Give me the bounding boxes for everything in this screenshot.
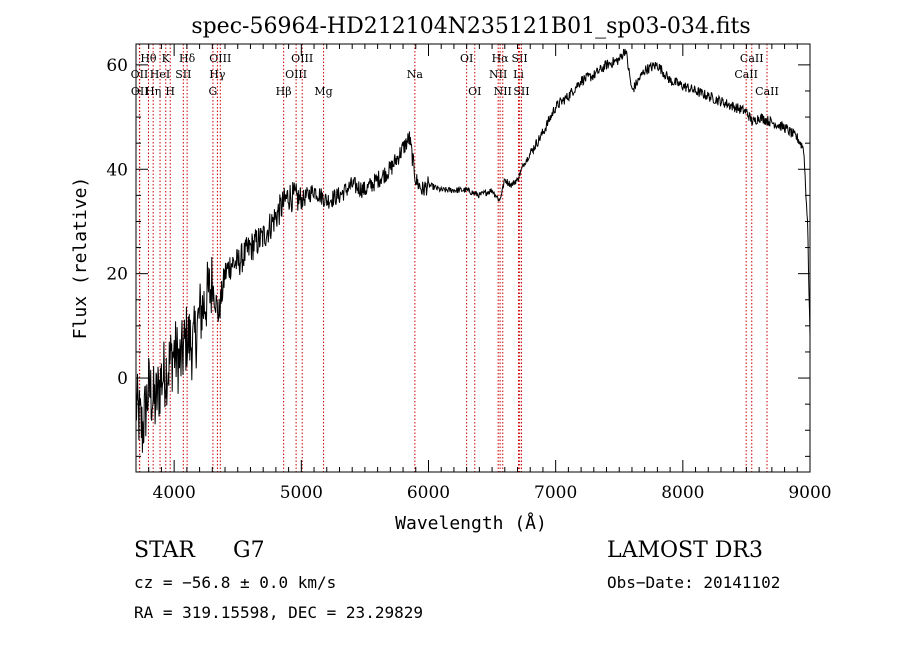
subclass: G7: [233, 538, 265, 563]
object-type: STAR G7: [134, 538, 265, 563]
spectrum-line: [135, 48, 811, 453]
y-tick-label: 20: [106, 265, 128, 285]
line-marker-label: OI: [468, 85, 481, 98]
line-marker-label: K: [162, 52, 171, 65]
y-axis-ticks: 0 20 40 60: [106, 56, 810, 457]
line-marker-label: OII: [131, 68, 149, 81]
x-axis-label: Wavelength (Å): [395, 512, 547, 534]
line-marker-label: OIII: [209, 52, 231, 65]
x-tick-label: 8000: [661, 483, 704, 503]
line-marker-label: NII: [489, 68, 507, 81]
x-tick-label: 9000: [788, 483, 831, 503]
line-marker-label: OIII: [291, 52, 313, 65]
line-marker-label: CaII: [740, 52, 764, 65]
line-marker-label: CaII: [755, 85, 779, 98]
y-tick-label: 60: [106, 56, 128, 76]
star-label: STAR: [134, 538, 195, 563]
line-marker-label: OIII: [285, 68, 307, 81]
spectrum-series: [135, 48, 811, 453]
y-tick-label: 0: [117, 369, 128, 389]
x-tick-label: 7000: [534, 483, 577, 503]
line-marker-label: NII: [494, 85, 512, 98]
survey-label: LAMOST DR3: [607, 538, 763, 563]
chart-title: spec-56964-HD212104N235121B01_sp03-034.f…: [191, 14, 750, 39]
line-marker-label: HeI: [150, 68, 170, 81]
redshift-readout: cz = −56.8 ± 0.0 km/s: [134, 573, 337, 592]
line-marker-label: Hδ: [179, 52, 196, 65]
y-tick-label: 40: [106, 160, 128, 180]
line-marker-label: G: [209, 85, 218, 98]
line-marker-label: Hβ: [276, 85, 292, 98]
x-axis-ticks: 4000 5000 6000 7000 8000 9000: [148, 44, 832, 503]
line-marker-label: Na: [407, 68, 424, 81]
line-marker-label: Hγ: [209, 68, 226, 81]
plot-frame: [135, 43, 811, 473]
line-marker-label: OII: [131, 85, 149, 98]
line-marker-label: SII: [513, 85, 529, 98]
line-marker-label: Hθ: [140, 52, 157, 65]
x-tick-label: 6000: [407, 483, 450, 503]
line-marker-label: SII: [512, 52, 528, 65]
x-tick-label: 4000: [153, 483, 196, 503]
x-tick-label: 5000: [280, 483, 323, 503]
y-axis-label: Flux (relative): [70, 177, 91, 340]
line-marker-label: Hα: [492, 52, 510, 65]
line-marker-label: Mg: [314, 85, 332, 98]
coordinates: RA = 319.15598, DEC = 23.29829: [134, 603, 423, 622]
line-marker-label: OI: [460, 52, 473, 65]
line-marker-label: SII: [175, 68, 191, 81]
line-marker-label: Hη: [145, 85, 161, 98]
line-marker-label: H: [165, 85, 175, 98]
line-marker-label: Li: [513, 68, 524, 81]
line-marker-label: CaII: [734, 68, 758, 81]
obs-date: Obs−Date: 20141102: [607, 573, 781, 592]
